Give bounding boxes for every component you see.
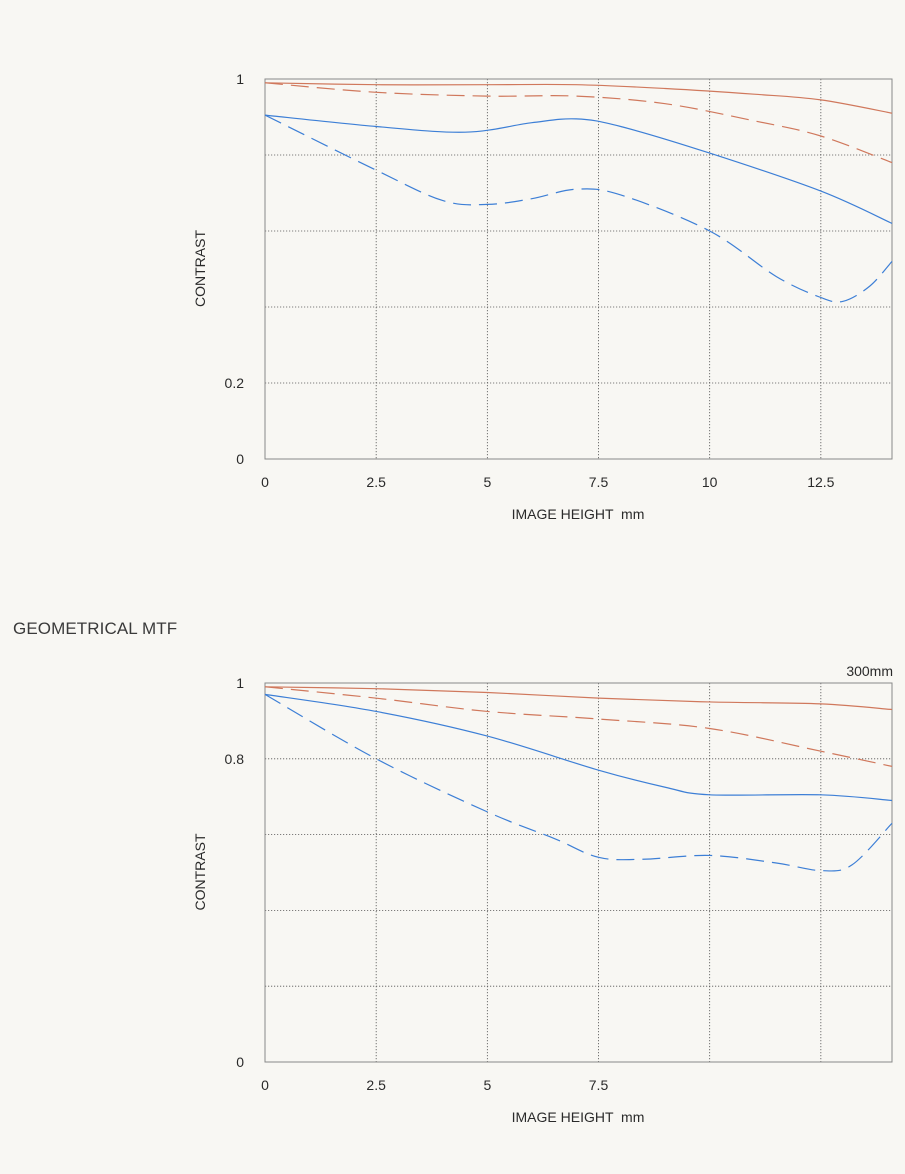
y-tick-label: 1: [236, 675, 244, 691]
x-tick-label: 10: [702, 474, 718, 490]
x-axis-title: IMAGE HEIGHT mm: [512, 506, 645, 522]
y-tick-label: 0: [236, 1054, 244, 1070]
plot-frame: [264, 682, 893, 1063]
mtf-chart-bottom: 0 2.5 5 7.5 0 0.8 1 IMAGE HEIGHT mm CONTRAST 300m…: [192, 663, 893, 1125]
series-line-1: [264, 686, 893, 711]
x-tick-label: 0: [261, 1077, 269, 1093]
y-tick-label: 0.2: [225, 375, 245, 391]
mtf-chart-top: 0 2.5 5 7.5 10 12.5 0 0.2 1 IMAGE HEIGHT mm CONTRA…: [192, 71, 893, 522]
y-tick-label: 1: [236, 71, 244, 87]
x-tick-label: 7.5: [589, 1077, 609, 1093]
series-line-3: [264, 114, 893, 224]
y-axis-title: CONTRAST: [192, 230, 208, 307]
series-line-2: [264, 686, 893, 767]
series-line-4: [264, 693, 893, 872]
x-tick-label: 5: [483, 474, 491, 490]
y-tick-label: 0: [236, 451, 244, 467]
x-tick-label: 2.5: [366, 474, 386, 490]
x-tick-label: 7.5: [589, 474, 609, 490]
series-line-4: [264, 114, 893, 303]
series-line-3: [264, 693, 893, 802]
series-line-2: [264, 82, 893, 164]
section-heading: GEOMETRICAL MTF: [13, 619, 178, 638]
y-tick-label: 0.8: [225, 751, 245, 767]
plot-frame: [264, 78, 893, 460]
x-tick-label: 0: [261, 474, 269, 490]
y-axis-title: CONTRAST: [192, 833, 208, 910]
x-axis-title: IMAGE HEIGHT mm: [512, 1109, 645, 1125]
x-tick-label: 2.5: [366, 1077, 386, 1093]
series-line-1: [264, 82, 893, 114]
corner-label: 300mm: [846, 663, 893, 679]
x-tick-label: 12.5: [807, 474, 834, 490]
x-tick-label: 5: [483, 1077, 491, 1093]
